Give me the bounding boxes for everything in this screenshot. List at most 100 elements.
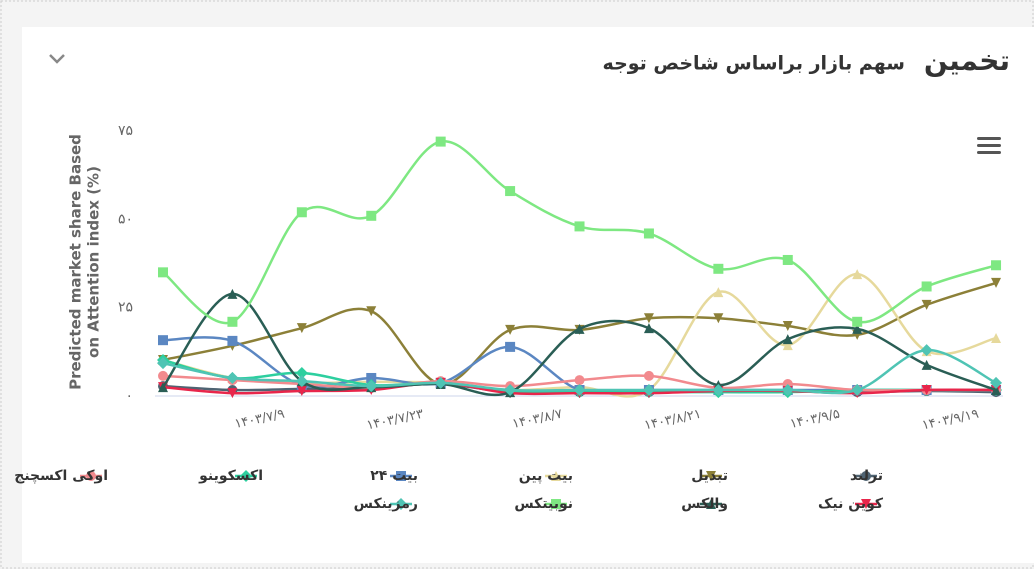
point — [713, 263, 724, 274]
point — [366, 372, 377, 383]
point — [434, 376, 447, 389]
legend-label: کوین نیک — [818, 496, 884, 512]
legend-label: والکس — [681, 496, 728, 512]
point — [227, 335, 238, 346]
point — [574, 323, 585, 334]
chart-subtitle: سهم بازار براساس شاخص توجه — [603, 53, 905, 75]
point — [226, 371, 239, 384]
point — [643, 228, 654, 239]
point — [505, 324, 516, 335]
series — [158, 136, 1002, 327]
point — [782, 321, 793, 332]
card-title: تخمین — [924, 44, 1010, 77]
legend-symbol — [706, 471, 716, 481]
y-tick-label: ۵۰ — [118, 211, 133, 227]
point — [921, 281, 932, 292]
point — [158, 335, 168, 346]
point — [713, 313, 724, 324]
legend-item[interactable]: اوکی اکسچنج — [14, 468, 108, 484]
point — [366, 210, 377, 221]
legend-symbol — [706, 499, 716, 509]
point — [296, 207, 307, 218]
y-tick-label: ۲۵ — [118, 300, 133, 316]
legend-label: اوکی اکسچنج — [14, 468, 108, 484]
legend-label: بیت پین — [519, 468, 573, 484]
point — [435, 136, 446, 147]
legend-item[interactable]: بیت ۲۴ — [370, 468, 418, 484]
point — [851, 383, 864, 396]
legend-label: رمزینکس — [354, 496, 418, 512]
legend-item[interactable]: رمزینکس — [354, 496, 418, 512]
point — [852, 316, 863, 327]
menu-bar — [977, 144, 1001, 147]
y-tick-label: ۰ — [125, 388, 133, 404]
y-tick-label: ۷۵ — [118, 123, 133, 139]
menu-bar — [977, 137, 1001, 140]
point — [990, 376, 1003, 389]
point — [296, 386, 307, 397]
series-line — [161, 292, 997, 397]
point — [643, 313, 654, 324]
point — [158, 382, 168, 393]
menu-bar — [977, 151, 1001, 154]
collapse-chevron[interactable] — [49, 54, 65, 64]
legend-label: تبدیل — [691, 468, 728, 484]
legend-symbol — [86, 471, 96, 481]
point — [158, 267, 168, 278]
point — [643, 323, 654, 334]
point — [781, 383, 794, 396]
legend-label: ترلند — [850, 468, 883, 484]
point — [295, 375, 308, 388]
legend-item[interactable]: بیت پین — [519, 468, 573, 484]
point — [921, 299, 932, 310]
legend-symbol — [551, 471, 561, 481]
point — [991, 277, 1002, 288]
point — [991, 384, 1002, 395]
legend-label: نوبیتکس — [514, 496, 573, 512]
point — [921, 359, 932, 370]
point — [505, 341, 516, 352]
point — [852, 323, 863, 334]
point — [227, 388, 238, 399]
point — [643, 370, 654, 381]
point — [642, 383, 655, 396]
point — [920, 344, 933, 357]
point — [365, 380, 378, 393]
point — [573, 383, 586, 396]
point — [713, 287, 724, 298]
legend-symbol — [861, 499, 871, 509]
point — [296, 323, 307, 334]
point — [574, 221, 585, 232]
point — [295, 367, 308, 380]
legend-symbol — [240, 470, 252, 482]
legend-symbol — [395, 498, 407, 510]
point — [505, 186, 516, 197]
point — [158, 370, 168, 381]
point — [991, 333, 1002, 344]
legend-label: بیت ۲۴ — [370, 468, 418, 484]
point — [366, 306, 377, 317]
point — [712, 383, 725, 396]
point — [782, 254, 793, 265]
y-axis-label: Predicted market share Based — [67, 134, 85, 390]
legend-item[interactable]: نوبیتکس — [514, 496, 573, 512]
point — [157, 357, 169, 370]
legend-item[interactable]: کوین نیک — [818, 496, 884, 512]
legend-symbol — [861, 471, 871, 481]
series — [157, 344, 1003, 396]
legend-item[interactable]: والکس — [681, 496, 728, 512]
legend-item[interactable]: اکسکوینو — [198, 468, 263, 484]
point — [504, 383, 517, 396]
point — [782, 334, 793, 345]
point — [991, 260, 1002, 271]
legend-symbol — [551, 499, 561, 509]
point — [852, 269, 863, 280]
point — [227, 316, 238, 327]
legend-label: اکسکوینو — [198, 468, 263, 484]
menu-icon[interactable] — [977, 137, 1001, 154]
point — [227, 288, 238, 299]
legend-item[interactable]: ترلند — [850, 468, 883, 484]
legend-item[interactable]: تبدیل — [691, 468, 728, 484]
y-axis-label: on Attention index (%) — [85, 166, 103, 358]
